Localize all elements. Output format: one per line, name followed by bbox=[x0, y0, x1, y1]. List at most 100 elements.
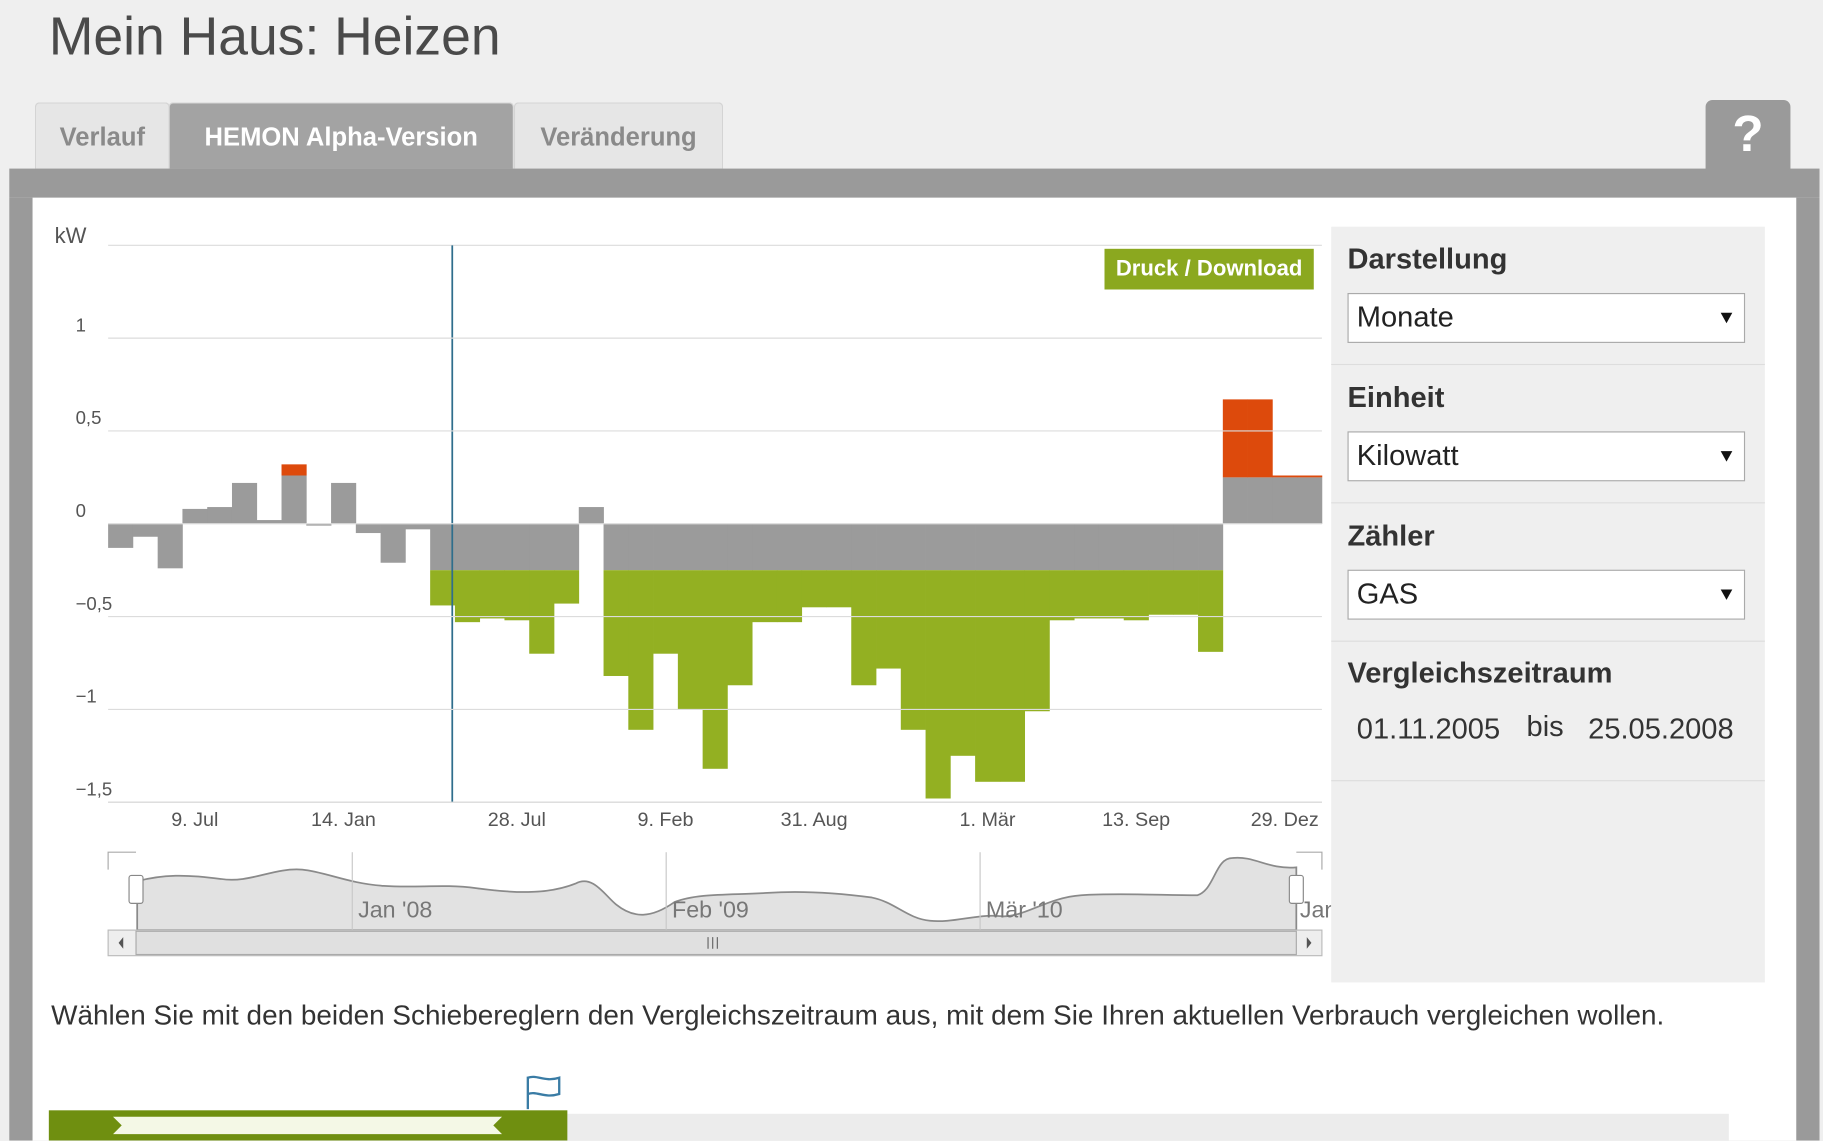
setting: Darstellung Monate bbox=[1331, 227, 1765, 366]
bar bbox=[132, 523, 159, 537]
bar bbox=[182, 508, 208, 524]
bar bbox=[826, 570, 852, 608]
x-tick-label: 9. Jul bbox=[171, 809, 218, 831]
x-tick-label: 28. Jul bbox=[488, 809, 546, 831]
bar bbox=[876, 523, 902, 571]
bar bbox=[876, 570, 902, 669]
x-tick-label: 31. Aug bbox=[781, 809, 848, 831]
bar bbox=[1247, 477, 1273, 524]
bar bbox=[801, 523, 827, 571]
y-tick-label: 0,5 bbox=[76, 407, 102, 428]
bar bbox=[1148, 523, 1174, 571]
period-slider bbox=[48, 1075, 1729, 1141]
sidebar: Darstellung Monate Einheit Kilowatt Zähl… bbox=[1331, 226, 1765, 983]
bar bbox=[628, 570, 654, 730]
period-separator: bis bbox=[1526, 710, 1564, 743]
bar bbox=[677, 523, 703, 571]
bar bbox=[331, 482, 357, 524]
bar bbox=[1173, 523, 1199, 571]
bar bbox=[900, 523, 926, 571]
y-tick-label: −0,5 bbox=[76, 593, 113, 614]
setting-heading: Zähler bbox=[1347, 519, 1435, 553]
flag-icon[interactable] bbox=[526, 1075, 561, 1110]
bar bbox=[430, 570, 456, 606]
bar bbox=[653, 523, 679, 571]
bar bbox=[950, 570, 976, 756]
bar bbox=[1222, 399, 1248, 478]
download-button[interactable]: Druck / Download bbox=[1104, 248, 1314, 290]
dropdown[interactable]: GAS bbox=[1347, 569, 1746, 620]
y-tick-label: −1 bbox=[76, 686, 97, 707]
navigator-series bbox=[136, 856, 1298, 931]
bar bbox=[430, 523, 456, 571]
bar bbox=[1222, 477, 1248, 524]
bar bbox=[752, 523, 778, 571]
bar bbox=[454, 523, 481, 571]
x-tick-label: 13. Sep bbox=[1102, 809, 1170, 831]
tab-active[interactable]: HEMON Alpha-Version bbox=[168, 102, 514, 169]
bar bbox=[231, 482, 258, 524]
tab[interactable]: Veränderung bbox=[513, 102, 724, 169]
bar bbox=[157, 523, 183, 569]
bar bbox=[677, 570, 703, 710]
navigator-label: Jan '08 bbox=[358, 897, 432, 923]
scrollbar-thumb[interactable] bbox=[135, 930, 1297, 956]
bar bbox=[999, 523, 1026, 571]
bar bbox=[925, 523, 951, 571]
slider-inner bbox=[110, 1115, 505, 1136]
y-tick-label: −1,5 bbox=[76, 778, 113, 799]
bar bbox=[1074, 570, 1100, 619]
navigator-label: Feb '09 bbox=[672, 897, 749, 923]
scrollbar-grip bbox=[707, 937, 718, 949]
dropdown[interactable]: Monate bbox=[1347, 292, 1746, 343]
bar bbox=[256, 520, 282, 524]
navigator-handle[interactable] bbox=[128, 874, 144, 904]
bar bbox=[1272, 475, 1298, 478]
bar bbox=[727, 570, 753, 686]
bar bbox=[1198, 523, 1224, 571]
bar bbox=[851, 570, 877, 686]
bar bbox=[479, 570, 505, 619]
help-button[interactable]: ? bbox=[1705, 99, 1791, 170]
bar bbox=[380, 523, 406, 563]
bar bbox=[603, 523, 629, 571]
bar bbox=[1049, 570, 1075, 621]
setting-heading: Einheit bbox=[1347, 381, 1445, 414]
navigator-bracket bbox=[107, 851, 137, 870]
bar bbox=[1098, 570, 1125, 619]
bar bbox=[207, 507, 233, 524]
navigator-label: Mär '10 bbox=[986, 897, 1063, 923]
bar bbox=[1173, 570, 1199, 615]
setting-heading: Darstellung bbox=[1347, 242, 1508, 276]
x-tick-label: 29. Dez bbox=[1251, 809, 1319, 831]
bar bbox=[702, 570, 728, 769]
bar bbox=[1297, 477, 1323, 524]
bar bbox=[108, 523, 134, 548]
bar bbox=[975, 523, 1001, 571]
bar bbox=[578, 507, 604, 524]
bar bbox=[1123, 523, 1149, 571]
bar bbox=[900, 570, 926, 730]
page-title: Mein Haus: Heizen bbox=[48, 5, 501, 67]
tab[interactable]: Verlauf bbox=[34, 102, 170, 169]
bar bbox=[999, 570, 1026, 782]
bar bbox=[1049, 523, 1075, 571]
bar bbox=[776, 570, 803, 623]
bar bbox=[950, 523, 976, 571]
y-tick-label: 1 bbox=[76, 314, 86, 335]
bar bbox=[281, 464, 307, 476]
bar bbox=[504, 523, 530, 571]
slider-track bbox=[567, 1113, 1729, 1141]
bar bbox=[851, 523, 877, 571]
dropdown[interactable]: Kilowatt bbox=[1347, 431, 1746, 482]
bar bbox=[1247, 399, 1273, 478]
period-heading: Vergleichszeitraum bbox=[1347, 656, 1613, 690]
bar bbox=[1074, 523, 1100, 571]
bar bbox=[776, 523, 803, 571]
bar bbox=[826, 523, 852, 571]
bar bbox=[405, 523, 431, 530]
navigator-handle[interactable] bbox=[1288, 874, 1304, 904]
bar bbox=[752, 570, 778, 623]
tab-bar bbox=[9, 168, 1820, 198]
